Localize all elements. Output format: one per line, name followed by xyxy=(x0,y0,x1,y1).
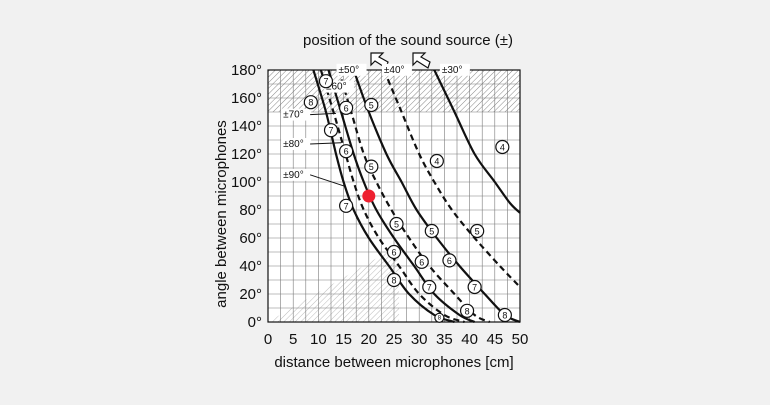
leader-line xyxy=(310,142,342,145)
marker-circle xyxy=(339,144,354,159)
y-tick-label: 0° xyxy=(248,314,262,331)
curve-markers: 8 7 7 6 5 6 5 4 4 7 5 5 5 6 6 6 8 7 7 8 8 8 xyxy=(303,74,512,323)
marker-label: 8 xyxy=(391,276,396,286)
marker-label: 8 xyxy=(465,306,470,316)
marker-label: 7 xyxy=(344,201,349,211)
arrow-right-icon xyxy=(412,52,431,69)
curve-label: ±90° xyxy=(283,170,304,181)
marker-label: 6 xyxy=(344,103,349,113)
marker-label: 4 xyxy=(500,143,505,153)
y-tick-label: 120° xyxy=(231,146,262,163)
series-line-6 xyxy=(433,69,521,214)
curve-label-bg xyxy=(381,63,412,76)
marker-circle xyxy=(364,159,379,174)
marker-circle xyxy=(386,244,402,260)
marker-label: 7 xyxy=(427,283,432,293)
marker-label: 6 xyxy=(447,256,452,266)
marker-label: 7 xyxy=(323,77,328,87)
marker-label: 8 xyxy=(308,98,313,108)
x-tick-label: 10 xyxy=(310,331,327,348)
marker-label: 5 xyxy=(475,227,480,237)
curve-label-bg xyxy=(281,168,312,181)
chart-title: position of the sound source (±) xyxy=(303,32,513,49)
marker-circle xyxy=(467,279,482,295)
marker-circle xyxy=(459,303,475,318)
highlight-layer xyxy=(362,189,376,203)
x-tick-label: 40 xyxy=(461,331,478,348)
marker-label: 7 xyxy=(328,126,333,136)
marker-label: 6 xyxy=(344,147,349,157)
series-line-2 xyxy=(327,69,476,324)
x-axis-title: distance between microphones [cm] xyxy=(274,354,513,371)
y-tick-label: 20° xyxy=(239,286,262,303)
series-line-1 xyxy=(319,69,465,324)
y-tick-label: 100° xyxy=(231,174,262,191)
x-tick-labels: 0 5 10 15 20 25 30 35 40 45 50 xyxy=(264,331,529,348)
highlight-point xyxy=(362,189,376,203)
curve-label: ±60° xyxy=(326,82,347,93)
marker-circle xyxy=(497,307,512,323)
marker-circle xyxy=(495,139,510,155)
y-tick-label: 160° xyxy=(231,90,262,107)
marker-circle xyxy=(470,223,485,239)
leader-line xyxy=(309,174,345,187)
marker-label: 6 xyxy=(419,257,424,267)
marker-circle xyxy=(434,312,445,323)
curve-label: ±40° xyxy=(384,65,405,76)
curve-label: ±50° xyxy=(339,65,360,76)
y-tick-label: 60° xyxy=(239,230,262,247)
marker-circle xyxy=(414,254,429,269)
marker-circle xyxy=(303,95,318,110)
marker-label: 5 xyxy=(429,227,434,237)
y-tick-label: 80° xyxy=(239,202,262,219)
marker-circle xyxy=(318,74,334,89)
marker-circle xyxy=(429,153,444,169)
curve-label-bg xyxy=(336,63,367,76)
curve-label-bg xyxy=(281,108,312,121)
curve-label-bg xyxy=(281,138,312,150)
x-tick-label: 0 xyxy=(264,331,272,348)
marker-circle xyxy=(323,123,339,138)
hatched-region-1 xyxy=(268,245,400,322)
x-tick-label: 35 xyxy=(436,331,453,348)
x-tick-label: 50 xyxy=(512,331,529,348)
marker-circle xyxy=(339,198,354,213)
marker-circle xyxy=(364,97,379,113)
x-tick-label: 15 xyxy=(335,331,352,348)
curve-label: ±30° xyxy=(442,65,463,76)
marker-label: 5 xyxy=(394,220,399,230)
marker-circle xyxy=(386,272,402,288)
y-tick-label: 40° xyxy=(239,258,262,275)
marker-label: 7 xyxy=(472,283,477,293)
x-tick-label: 25 xyxy=(386,331,403,348)
marker-label: 8 xyxy=(502,311,507,321)
marker-circle xyxy=(442,253,457,268)
x-tick-label: 20 xyxy=(360,331,377,348)
curve-label-bg xyxy=(439,63,470,76)
y-tick-label: 140° xyxy=(231,118,262,135)
curve-label: ±70° xyxy=(283,110,304,121)
leader-line xyxy=(310,112,337,116)
curve-label: ±80° xyxy=(283,139,304,150)
x-tick-label: 30 xyxy=(411,331,428,348)
series-line-4 xyxy=(352,69,521,324)
marker-label: 6 xyxy=(391,248,396,258)
x-tick-label: 45 xyxy=(486,331,503,348)
x-tick-label: 5 xyxy=(289,331,297,348)
y-tick-labels: 0° 20° 40° 60° 80° 100° 120° 140° 160° 180° xyxy=(231,62,262,331)
marker-label: 5 xyxy=(369,101,374,111)
marker-circle xyxy=(339,100,354,115)
y-tick-label: 180° xyxy=(231,62,262,79)
marker-label: 5 xyxy=(369,162,374,172)
marker-circle xyxy=(389,216,404,232)
marker-label: 4 xyxy=(434,157,439,167)
marker-circle xyxy=(422,279,437,295)
marker-circle xyxy=(424,223,439,239)
y-axis-title: angle between microphones xyxy=(213,120,230,308)
marker-label: 8 xyxy=(438,315,442,321)
